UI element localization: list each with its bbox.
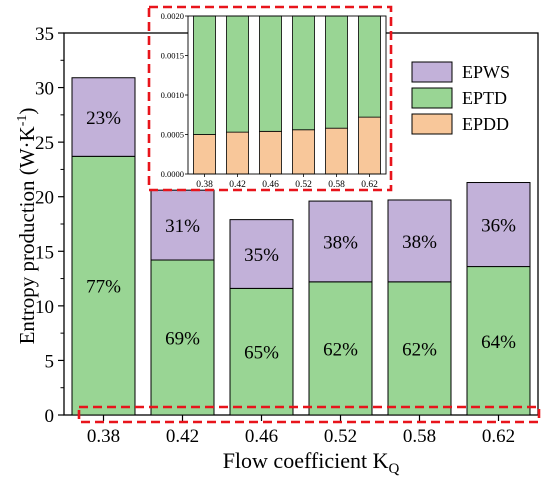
inset-bar-eptd-0.58 xyxy=(325,15,348,129)
y-tick-label: 25 xyxy=(35,133,54,154)
main-axes: 0.38 0.42 0.46 0.52 0.58 0.62 0 5 10 15 20 25 30 35 xyxy=(35,24,539,447)
inset-bar-epdd-0.42 xyxy=(226,131,249,175)
bar-label-eptd-0.58: 62% xyxy=(402,339,437,360)
inset-bar-epdd-0.46 xyxy=(259,130,282,175)
y-tick-label: 15 xyxy=(35,242,54,263)
bar-eptd-0.62 xyxy=(466,266,531,416)
bar-label-eptd-0.52: 62% xyxy=(323,339,358,360)
y-tick-label: 30 xyxy=(35,79,54,100)
bar-eptd-0.58 xyxy=(387,281,452,416)
inset-x-tick-label: 0.58 xyxy=(328,180,345,190)
bar-epws-0.58 xyxy=(387,199,452,283)
x-tick-label: 0.42 xyxy=(166,426,199,447)
inset-x-tick-label: 0.38 xyxy=(196,180,213,190)
legend-swatch-eptd xyxy=(411,87,453,109)
inset-chart: 0.38 0.42 0.46 0.52 0.58 0.62 0.0000 0.0005 0.00… xyxy=(161,11,387,190)
x-axis-title: Flow coefficient KQ xyxy=(223,448,400,477)
main-bars xyxy=(71,77,531,416)
y-axis-title-superscript: -1 xyxy=(15,115,30,127)
inset-bar-eptd-0.46 xyxy=(259,15,282,132)
bar-label-eptd-0.38: 77% xyxy=(86,277,121,298)
inset-bar-eptd-0.42 xyxy=(226,15,249,133)
inset-background xyxy=(188,16,386,174)
y-tick-label: 20 xyxy=(35,188,54,209)
y-tick-label: 35 xyxy=(35,24,54,45)
bar-epws-0.42 xyxy=(150,189,215,261)
legend-swatch-epws xyxy=(411,61,453,83)
y-tick-label: 0 xyxy=(45,406,55,427)
inset-bar-eptd-0.52 xyxy=(292,15,315,131)
x-tick-label: 0.62 xyxy=(482,426,515,447)
bar-epws-0.46 xyxy=(229,219,294,289)
inset-x-tick-label: 0.46 xyxy=(262,180,279,190)
y-tick-label: 5 xyxy=(45,351,55,372)
x-tick-label: 0.52 xyxy=(324,426,357,447)
inset-x-tick-label: 0.42 xyxy=(229,180,246,190)
x-tick-label: 0.46 xyxy=(245,426,278,447)
main-bar-labels: 77% 23% 69% 31% 65% 35% 62% 38% 62% 38% 64% 36% xyxy=(86,108,516,364)
inset-axes: 0.38 0.42 0.46 0.52 0.58 0.62 0.0000 0.0005 0.00… xyxy=(161,11,387,190)
bar-eptd-0.52 xyxy=(308,281,373,416)
legend: EPWS EPTD EPDD xyxy=(411,61,510,135)
bar-label-epws-0.46: 35% xyxy=(244,245,279,266)
inset-bar-epdd-0.58 xyxy=(325,127,348,175)
bar-eptd-0.38 xyxy=(71,155,136,416)
bar-epws-0.62 xyxy=(466,182,531,268)
bar-label-epws-0.38: 23% xyxy=(86,108,121,129)
inset-bar-eptd-0.62 xyxy=(358,15,381,118)
inset-highlight-box xyxy=(147,5,393,192)
bar-label-eptd-0.42: 69% xyxy=(165,329,200,350)
inset-bar-epdd-0.38 xyxy=(193,134,216,175)
bar-label-eptd-0.62: 64% xyxy=(481,332,516,353)
base-highlight-box xyxy=(77,405,541,424)
bar-label-epws-0.42: 31% xyxy=(165,216,200,237)
bar-epws-0.52 xyxy=(308,200,373,283)
inset-x-tick-label: 0.62 xyxy=(361,180,378,190)
inset-y-tick-label: 0.0015 xyxy=(161,51,184,61)
x-tick-label: 0.38 xyxy=(87,426,120,447)
inset-y-tick-label: 0.0000 xyxy=(161,169,184,179)
bar-eptd-0.46 xyxy=(229,287,294,416)
bar-label-eptd-0.46: 65% xyxy=(244,343,279,364)
inset-y-tick-label: 0.0020 xyxy=(161,11,184,21)
inset-bar-epdd-0.52 xyxy=(292,129,315,175)
bar-label-epws-0.52: 38% xyxy=(323,232,358,253)
legend-label-epws: EPWS xyxy=(462,62,510,82)
bar-epws-0.38 xyxy=(71,77,136,157)
y-tick-label: 10 xyxy=(35,297,54,318)
y-axis-title: Entropy production (W·K-1) xyxy=(15,108,39,345)
inset-x-tick-label: 0.52 xyxy=(295,180,312,190)
inset-y-tick-label: 0.0005 xyxy=(161,130,184,140)
legend-label-epdd: EPDD xyxy=(462,114,509,134)
legend-label-eptd: EPTD xyxy=(462,88,507,108)
x-axis-title-subscript: Q xyxy=(388,461,399,477)
legend-swatch-epdd xyxy=(411,113,453,135)
inset-bar-epdd-0.62 xyxy=(358,116,381,175)
bar-label-epws-0.62: 36% xyxy=(481,216,516,237)
inset-bar-eptd-0.38 xyxy=(193,15,216,135)
x-tick-label: 0.58 xyxy=(403,426,436,447)
bar-label-epws-0.58: 38% xyxy=(402,232,437,253)
inset-y-tick-label: 0.0010 xyxy=(161,90,184,100)
